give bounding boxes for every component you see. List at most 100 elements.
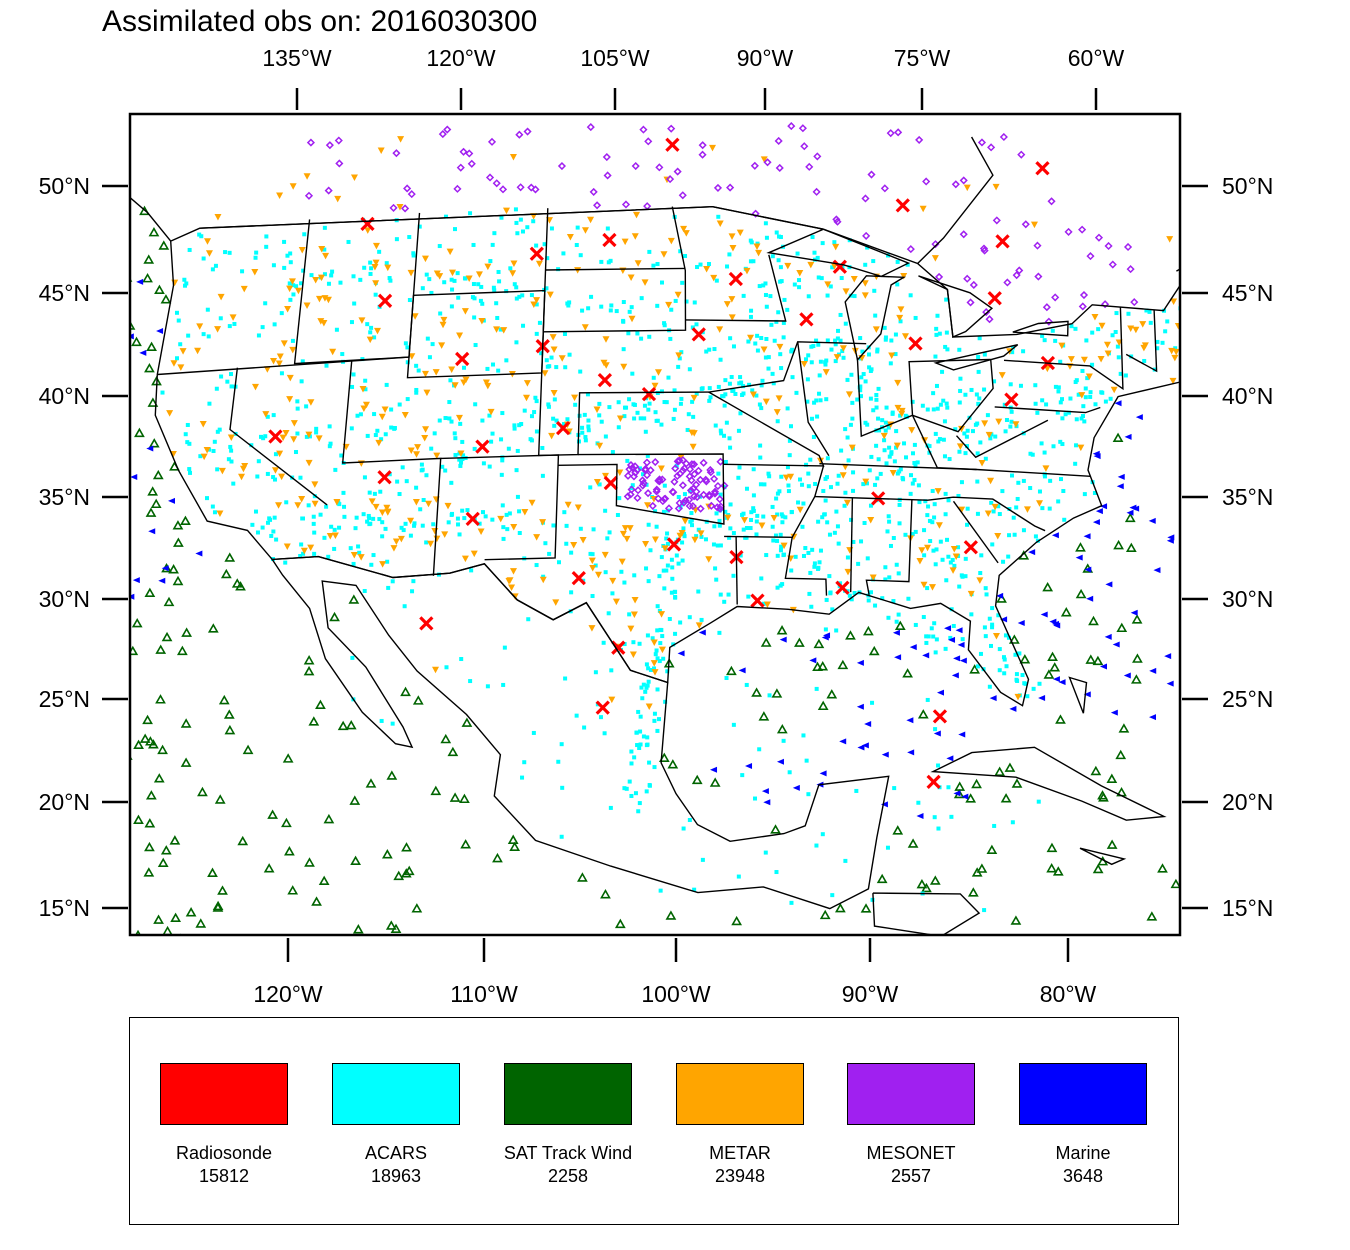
sat-wind-ob (148, 739, 159, 749)
acars-ob (314, 426, 319, 431)
acars-ob (372, 335, 377, 340)
sat-wind-ob (1047, 651, 1058, 661)
sat-wind-ob (104, 710, 112, 717)
metar-ob (1014, 693, 1022, 701)
acars-ob (365, 433, 370, 438)
metar-ob (550, 346, 558, 353)
acars-ob (432, 431, 437, 436)
mesonet-ob (787, 122, 796, 131)
acars-ob (379, 718, 384, 723)
acars-ob (782, 297, 787, 302)
sat-wind-ob (1004, 762, 1016, 772)
acars-ob (504, 358, 509, 363)
sat-wind-ob (267, 809, 279, 819)
acars-ob (817, 560, 822, 565)
metar-ob (688, 429, 696, 437)
acars-ob (549, 355, 554, 360)
acars-ob (888, 361, 893, 366)
acars-ob (957, 347, 962, 352)
marine-ob (745, 763, 753, 770)
metar-ob (461, 555, 469, 563)
marine-ob (1038, 695, 1046, 702)
sat-wind-ob (117, 840, 125, 847)
acars-ob (806, 353, 811, 358)
acars-ob (260, 525, 265, 530)
acars-ob (878, 471, 883, 476)
acars-ob (741, 391, 746, 396)
metar-ob (484, 382, 492, 390)
sat-wind-ob (143, 867, 155, 877)
acars-ob (472, 446, 477, 451)
acars-ob (1056, 389, 1061, 394)
acars-ob (948, 635, 953, 640)
marine-ob (158, 577, 166, 584)
mesonet-ob (750, 161, 759, 170)
metar-ob (509, 568, 517, 575)
acars-ob (386, 585, 391, 590)
acars-ob (696, 527, 701, 532)
sat-wind-ob (217, 885, 228, 895)
mesonet-ob (1003, 278, 1012, 287)
acars-ob (499, 472, 504, 477)
acars-ob (1010, 820, 1015, 825)
acars-ob (832, 240, 837, 245)
lake-michigan (844, 275, 907, 362)
acars-ob (185, 440, 190, 445)
acars-ob (1063, 412, 1068, 417)
acars-ob (1042, 472, 1047, 477)
acars-ob (1217, 301, 1221, 305)
acars-ob (868, 369, 873, 374)
acars-ob (659, 555, 664, 560)
acars-ob (797, 285, 802, 290)
acars-ob (746, 594, 751, 599)
lake-erie (933, 344, 1019, 371)
metar-ob (1030, 221, 1038, 229)
acars-ob (537, 320, 542, 325)
acars-ob (883, 565, 888, 570)
acars-ob (716, 214, 721, 219)
acars-ob (332, 546, 337, 551)
acars-ob (644, 743, 649, 748)
acars-ob (646, 407, 651, 412)
acars-ob (714, 577, 719, 582)
marine-ob (951, 672, 959, 679)
acars-ob (659, 628, 664, 633)
metar-ob (305, 431, 313, 439)
acars-ob (285, 253, 290, 258)
sat-wind-ob (146, 341, 157, 352)
acars-ob (755, 348, 760, 353)
acars-ob (787, 770, 792, 775)
mesonet-ob (715, 495, 724, 504)
metar-ob (724, 514, 732, 522)
sat-wind-ob (971, 867, 983, 877)
mexico-outline (270, 555, 890, 910)
acars-ob (884, 405, 889, 410)
acars-ob (895, 471, 900, 476)
metar-ob (776, 343, 784, 351)
acars-ob (312, 551, 317, 556)
acars-ob (873, 482, 878, 487)
acars-ob (733, 391, 738, 396)
acars-ob (490, 517, 495, 522)
metar-ob (372, 280, 380, 287)
acars-ob (964, 434, 969, 439)
acars-ob (806, 792, 811, 797)
state-boundary (685, 254, 787, 322)
mesonet-ob (485, 173, 495, 182)
acars-ob (754, 519, 759, 524)
acars-ob (1014, 505, 1019, 510)
acars-ob (468, 211, 473, 216)
acars-ob (655, 604, 660, 609)
acars-ob (311, 514, 316, 519)
mesonet-ob (980, 246, 989, 255)
metar-ob (924, 544, 932, 552)
acars-ob (551, 523, 556, 528)
acars-ob (882, 448, 887, 453)
acars-ob (996, 613, 1001, 618)
acars-ob (890, 411, 895, 416)
acars-ob (779, 474, 784, 479)
metar-ob (633, 211, 641, 219)
acars-ob (603, 508, 608, 513)
marine-ob (168, 497, 176, 504)
acars-ob (397, 402, 402, 407)
